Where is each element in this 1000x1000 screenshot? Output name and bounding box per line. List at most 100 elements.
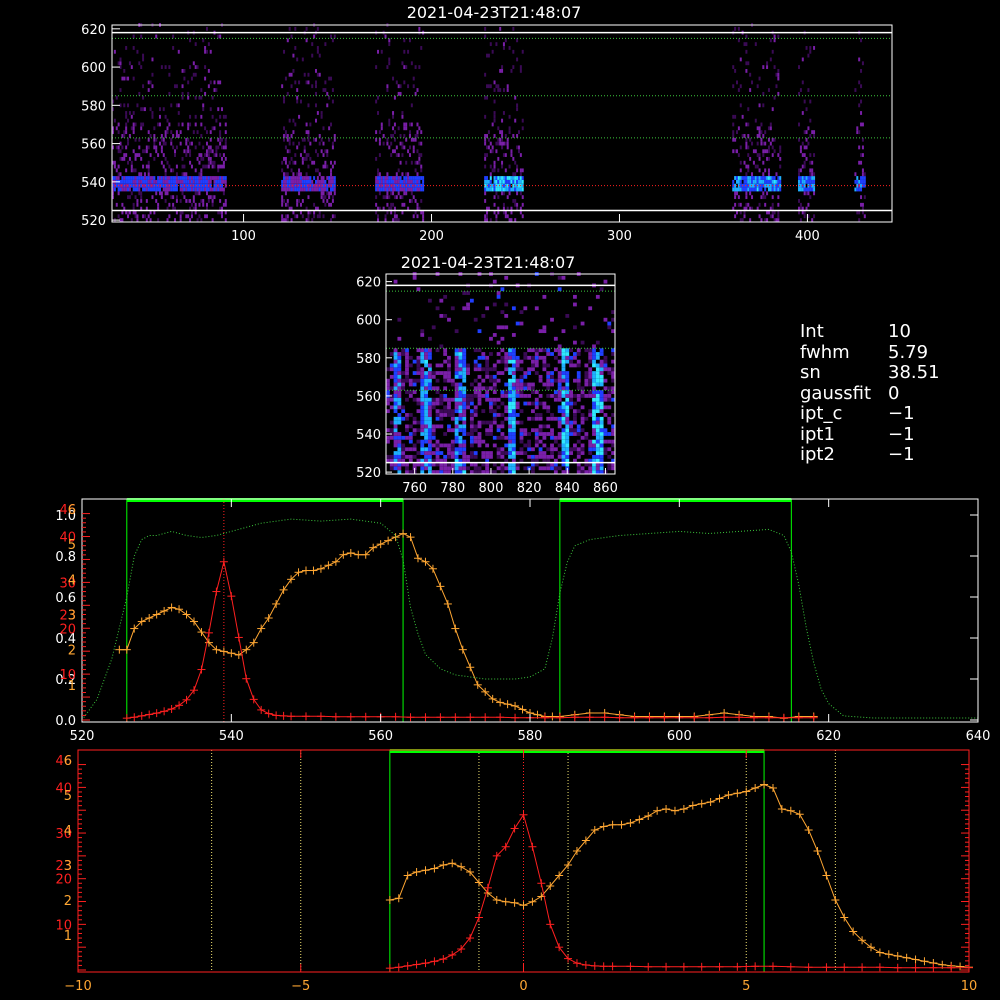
heatmap-cell — [531, 409, 535, 414]
heatmap-cell — [542, 454, 547, 459]
heatmap-cell — [393, 371, 398, 375]
heatmap-cell — [592, 378, 596, 383]
heatmap-cell — [737, 126, 740, 131]
heatmap-cell — [395, 145, 398, 150]
heatmap-cell — [112, 160, 114, 165]
heatmap-cell — [113, 183, 116, 188]
heatmap-cell — [491, 183, 494, 188]
heatmap-cell — [550, 466, 554, 471]
heatmap-cell — [123, 187, 126, 192]
heatmap-cell — [397, 378, 402, 383]
heatmap-cell — [196, 187, 199, 192]
heatmap-cell — [431, 432, 436, 436]
heatmap-cell — [501, 176, 504, 180]
heatmap-cell — [420, 374, 425, 379]
heatmap-cell — [175, 210, 178, 215]
heatmap-cell — [431, 435, 436, 440]
heatmap-cell — [508, 126, 511, 131]
heatmap-cell — [136, 199, 139, 203]
heatmap-cell — [140, 195, 143, 200]
heatmap-cell — [389, 397, 394, 402]
heatmap-cell — [599, 401, 604, 406]
heatmap-cell — [405, 363, 409, 368]
heatmap-cell — [538, 378, 543, 383]
heatmap-cell — [393, 374, 398, 379]
heatmap-cell — [418, 26, 421, 31]
heatmap-cell — [326, 103, 329, 108]
heatmap-cell — [519, 68, 522, 73]
heatmap-cell — [481, 454, 486, 459]
heatmap-cell — [469, 470, 474, 474]
heatmap-cell — [515, 367, 520, 372]
heatmap-cell — [769, 122, 772, 127]
heatmap-cell — [149, 183, 152, 188]
heatmap-cell — [508, 164, 511, 169]
heatmap-cell — [189, 199, 192, 203]
heatmap-cell — [860, 179, 863, 184]
heatmap-cell — [424, 348, 428, 353]
heatmap-cell — [473, 363, 478, 368]
heatmap-cell — [307, 210, 310, 215]
heatmap-cell — [607, 386, 612, 391]
heatmap-cell — [299, 187, 302, 192]
heatmap-cell — [117, 145, 120, 150]
heatmap-cell — [576, 348, 581, 353]
heatmap-cell — [119, 57, 122, 62]
heatmap-cell — [286, 199, 289, 203]
heatmap-cell — [412, 179, 415, 184]
heatmap-cell — [527, 401, 532, 406]
heatmap-cell — [221, 206, 224, 211]
heatmap-cell — [115, 145, 118, 150]
heatmap-cell — [584, 435, 589, 440]
heatmap-cell — [458, 466, 463, 471]
heatmap-cell — [504, 409, 509, 414]
heatmap-cell — [320, 187, 323, 192]
heatmap-cell — [508, 462, 512, 467]
heatmap-cell — [773, 187, 776, 192]
heatmap-cell — [531, 466, 535, 471]
heatmap-cell — [138, 191, 141, 196]
heatmap-cell — [123, 76, 126, 81]
heatmap-cell — [303, 149, 306, 154]
heatmap-cell — [112, 130, 114, 135]
heatmap-cell — [458, 382, 463, 387]
heatmap-cell — [209, 49, 212, 54]
heatmap-cell — [592, 390, 596, 394]
heatmap-cell — [427, 458, 432, 463]
heatmap-cell — [158, 107, 161, 112]
heatmap-cell — [611, 432, 615, 436]
heatmap-cell — [458, 397, 463, 402]
heatmap-cell — [496, 371, 501, 375]
heatmap-cell — [758, 130, 761, 135]
heatmap-cell — [194, 145, 197, 150]
heatmap-cell — [557, 420, 562, 425]
heatmap-cell — [175, 187, 178, 192]
heatmap-cell — [764, 218, 767, 222]
heatmap-cell — [377, 187, 380, 192]
heatmap-cell — [553, 435, 558, 440]
heatmap-cell — [181, 179, 184, 184]
heatmap-cell — [330, 34, 333, 39]
heatmap-cell — [284, 130, 287, 135]
heatmap-cell — [469, 428, 474, 433]
heatmap-cell — [209, 137, 212, 142]
heatmap-cell — [484, 95, 487, 100]
heatmap-cell — [155, 34, 158, 39]
heatmap-cell — [538, 466, 543, 471]
heatmap-cell — [431, 405, 436, 410]
heatmap-cell — [439, 443, 444, 448]
heatmap-cell — [439, 470, 444, 474]
heatmap-cell — [292, 53, 295, 58]
heatmap-cell — [405, 172, 408, 177]
heatmap-cell — [224, 210, 227, 215]
heatmap-cell — [162, 187, 165, 192]
heatmap-cell — [756, 179, 759, 184]
heatmap-cell — [481, 394, 486, 398]
heatmap-cell — [393, 466, 398, 471]
heatmap-cell — [508, 451, 512, 455]
heatmap-cell — [489, 409, 493, 414]
heatmap-cell — [497, 206, 500, 211]
heatmap-cell — [531, 363, 535, 368]
heatmap-cell — [215, 118, 218, 123]
heatmap-cell — [745, 42, 748, 47]
